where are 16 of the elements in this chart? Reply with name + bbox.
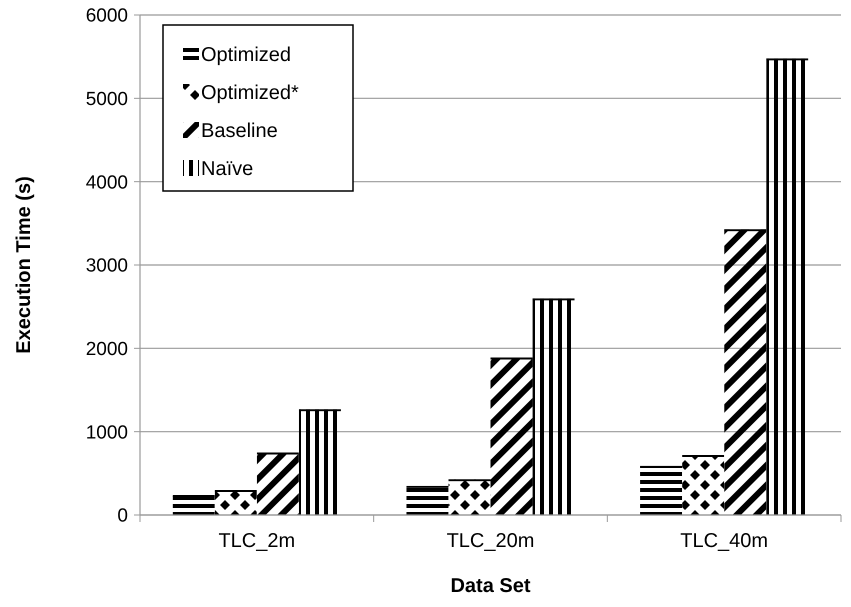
- legend-label: Naïve: [201, 158, 254, 180]
- y-tick-label: 0: [117, 506, 128, 527]
- x-tick-label: TLC_20m: [446, 530, 534, 552]
- y-tick-label: 5000: [86, 88, 128, 110]
- legend-label: Optimized*: [201, 82, 300, 104]
- x-tick-label: TLC_2m: [218, 530, 296, 552]
- y-tick-label: 1000: [86, 422, 128, 444]
- x-axis-title: Data Set: [450, 575, 531, 597]
- legend-label: Baseline: [201, 120, 278, 142]
- y-axis-title: Execution Time (s): [13, 176, 35, 354]
- y-tick-label: 3000: [86, 256, 128, 277]
- y-tick-label: 2000: [86, 338, 128, 360]
- y-tick-label: 4000: [86, 172, 128, 194]
- x-tick-label: TLC_40m: [680, 530, 768, 552]
- y-tick-label: 6000: [86, 6, 128, 27]
- legend-label: Optimized: [201, 44, 292, 66]
